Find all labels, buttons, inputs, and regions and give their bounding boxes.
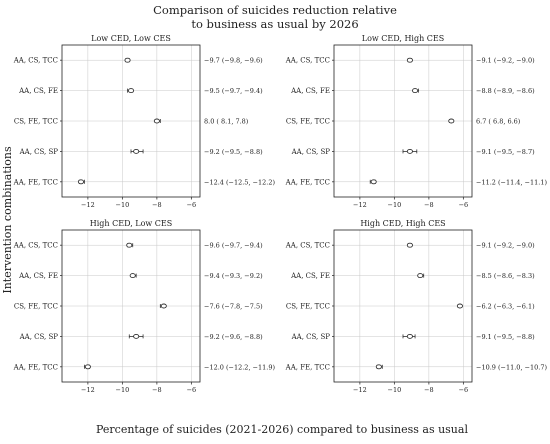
data-point xyxy=(406,57,413,63)
x-tick-label: −12 xyxy=(81,201,95,209)
x-tick-label: −6 xyxy=(187,386,197,394)
value-annotation: −10.9 (−11.0, −10.7) xyxy=(476,363,547,371)
panel-1: Low CED, Low CES AA, CS, TCC AA, CS, FE CS,… xyxy=(13,34,276,209)
data-point xyxy=(406,148,413,154)
data-point xyxy=(412,88,419,94)
data-point xyxy=(448,118,455,124)
data-point xyxy=(127,88,135,94)
panel-4: High CED, High CES AA, CS, TCC AA, CS, FE C… xyxy=(285,219,548,394)
x-tick-label: −6 xyxy=(459,386,469,394)
panel-title: Low CED, Low CES xyxy=(91,34,171,43)
x-tick-label: −12 xyxy=(353,201,367,209)
category-label: AA, CS, SP xyxy=(291,148,331,156)
value-annotation: −9.7 (−9.8, −9.6) xyxy=(204,57,263,65)
data-point xyxy=(160,303,167,309)
category-label: AA, FE, TCC xyxy=(285,363,330,371)
value-annotation: −9.6 (−9.7, −9.4) xyxy=(204,242,263,250)
x-tick-label: −10 xyxy=(388,386,402,394)
category-label: CS, FE, TCC xyxy=(286,118,330,126)
value-annotation: 6.7 ( 6.8, 6.6) xyxy=(476,118,521,126)
value-annotation: −9.4 (−9.3, −9.2) xyxy=(204,272,263,280)
data-point xyxy=(124,57,131,63)
value-annotation: −11.2 (−11.4, −11.1) xyxy=(476,178,547,186)
category-label: AA, CS, FE xyxy=(18,87,58,95)
value-annotation: −9.1 (−9.2, −9.0) xyxy=(476,57,535,65)
x-tick-label: −12 xyxy=(353,386,367,394)
category-label: AA, CS, FE xyxy=(290,87,330,95)
value-annotation: −8.5 (−8.6, −8.3) xyxy=(476,272,535,280)
category-label: AA, FE, TCC xyxy=(13,363,58,371)
chart-title-line-1: Comparison of suicides reduction relativ… xyxy=(153,3,397,17)
data-point xyxy=(375,364,382,370)
category-label: AA, CS, TCC xyxy=(13,57,58,65)
data-point xyxy=(456,303,463,309)
value-annotation: −8.8 (−8.9, −8.6) xyxy=(476,87,535,95)
x-tick-label: −8 xyxy=(424,201,434,209)
panel-3: High CED, Low CES AA, CS, TCC AA, CS, FE CS… xyxy=(13,219,276,394)
x-tick-label: −6 xyxy=(459,201,469,209)
panel-2: Low CED, High CES AA, CS, TCC AA, CS, FE CS… xyxy=(285,34,548,209)
x-tick-label: −12 xyxy=(81,386,95,394)
x-tick-label: −10 xyxy=(116,386,130,394)
category-label: AA, CS, SP xyxy=(291,333,331,341)
value-annotation: 8.0 ( 8.1, 7.8) xyxy=(204,118,249,126)
x-tick-label: −10 xyxy=(388,201,402,209)
x-tick-label: −8 xyxy=(152,386,162,394)
value-annotation: −9.1 (−9.5, −8.8) xyxy=(476,333,535,341)
category-label: AA, CS, TCC xyxy=(13,242,58,250)
panel-title: Low CED, High CES xyxy=(362,34,445,43)
category-label: CS, FE, TCC xyxy=(14,303,58,311)
panel-title: High CED, Low CES xyxy=(90,219,173,228)
data-point xyxy=(133,148,140,154)
data-point xyxy=(370,179,377,185)
data-point xyxy=(406,242,413,248)
value-annotation: −9.2 (−9.6, −8.8) xyxy=(204,333,263,341)
x-tick-label: −6 xyxy=(187,201,197,209)
value-annotation: −9.1 (−9.2, −9.0) xyxy=(476,242,535,250)
value-annotation: −9.2 (−9.5, −8.8) xyxy=(204,148,263,156)
value-annotation: −7.6 (−7.8, −7.5) xyxy=(204,303,263,311)
data-point xyxy=(153,118,160,124)
value-annotation: −9.5 (−9.7, −9.4) xyxy=(204,87,263,95)
data-point xyxy=(406,333,413,339)
category-label: CS, FE, TCC xyxy=(286,303,330,311)
value-annotation: −12.0 (−12.2, −11.9) xyxy=(204,363,275,371)
value-annotation: −12.4 (−12.5, −12.2) xyxy=(204,178,275,186)
chart-panels: Low CED, Low CES AA, CS, TCC AA, CS, FE CS,… xyxy=(13,34,548,394)
x-axis-label: Percentage of suicides (2021-2026) compa… xyxy=(96,423,468,436)
x-tick-label: −10 xyxy=(116,201,130,209)
value-annotation: −9.1 (−9.5, −8.7) xyxy=(476,148,535,156)
category-label: AA, FE, TCC xyxy=(285,178,330,186)
category-label: AA, CS, TCC xyxy=(285,242,330,250)
category-label: AA, CS, FE xyxy=(290,272,330,280)
category-label: AA, CS, FE xyxy=(18,272,58,280)
category-label: AA, CS, SP xyxy=(19,148,59,156)
data-point xyxy=(417,273,424,279)
chart-title-line-2: to business as usual by 2026 xyxy=(191,17,358,31)
data-point xyxy=(126,242,133,248)
x-tick-label: −8 xyxy=(152,201,162,209)
category-label: AA, FE, TCC xyxy=(13,178,58,186)
category-label: CS, FE, TCC xyxy=(14,118,58,126)
value-annotation: −6.2 (−6.3, −6.1) xyxy=(476,303,535,311)
data-point xyxy=(133,333,140,339)
category-label: AA, CS, SP xyxy=(19,333,59,341)
data-point xyxy=(129,273,136,279)
data-point xyxy=(77,179,85,185)
category-label: AA, CS, TCC xyxy=(285,57,330,65)
panel-title: High CED, High CES xyxy=(360,219,445,228)
data-point xyxy=(84,364,91,370)
y-axis-label: Intervention combinations xyxy=(1,146,14,294)
x-tick-label: −8 xyxy=(424,386,434,394)
